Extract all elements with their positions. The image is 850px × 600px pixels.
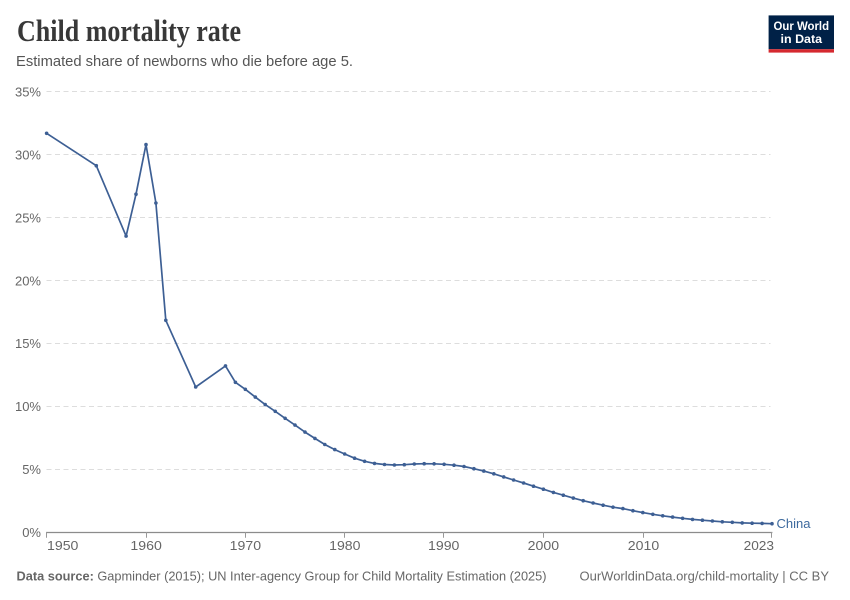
- svg-text:1980: 1980: [329, 538, 360, 553]
- svg-text:10%: 10%: [15, 399, 41, 414]
- svg-text:20%: 20%: [15, 273, 41, 288]
- svg-text:2010: 2010: [628, 538, 659, 553]
- svg-text:OurWorldinData.org/child-morta: OurWorldinData.org/child-mortality | CC …: [580, 569, 830, 584]
- svg-text:1950: 1950: [47, 538, 78, 553]
- svg-text:5%: 5%: [22, 462, 41, 477]
- svg-text:15%: 15%: [15, 336, 41, 351]
- svg-text:Our World: Our World: [774, 21, 830, 33]
- svg-text:1970: 1970: [230, 538, 261, 553]
- svg-text:in Data: in Data: [781, 34, 823, 46]
- svg-text:35%: 35%: [15, 85, 41, 100]
- svg-text:2023: 2023: [744, 538, 774, 553]
- svg-text:1990: 1990: [428, 538, 459, 553]
- svg-text:1960: 1960: [130, 538, 161, 553]
- svg-text:2000: 2000: [528, 538, 559, 553]
- svg-text:Data source: Gapminder (2015);: Data source: Gapminder (2015); UN Inter-…: [17, 569, 547, 584]
- svg-text:China: China: [777, 516, 812, 531]
- svg-text:30%: 30%: [15, 147, 41, 162]
- svg-text:0%: 0%: [22, 525, 41, 540]
- svg-text:Estimated share of newborns wh: Estimated share of newborns who die befo…: [16, 53, 353, 70]
- svg-text:Child mortality rate: Child mortality rate: [17, 13, 241, 48]
- svg-text:25%: 25%: [15, 210, 41, 225]
